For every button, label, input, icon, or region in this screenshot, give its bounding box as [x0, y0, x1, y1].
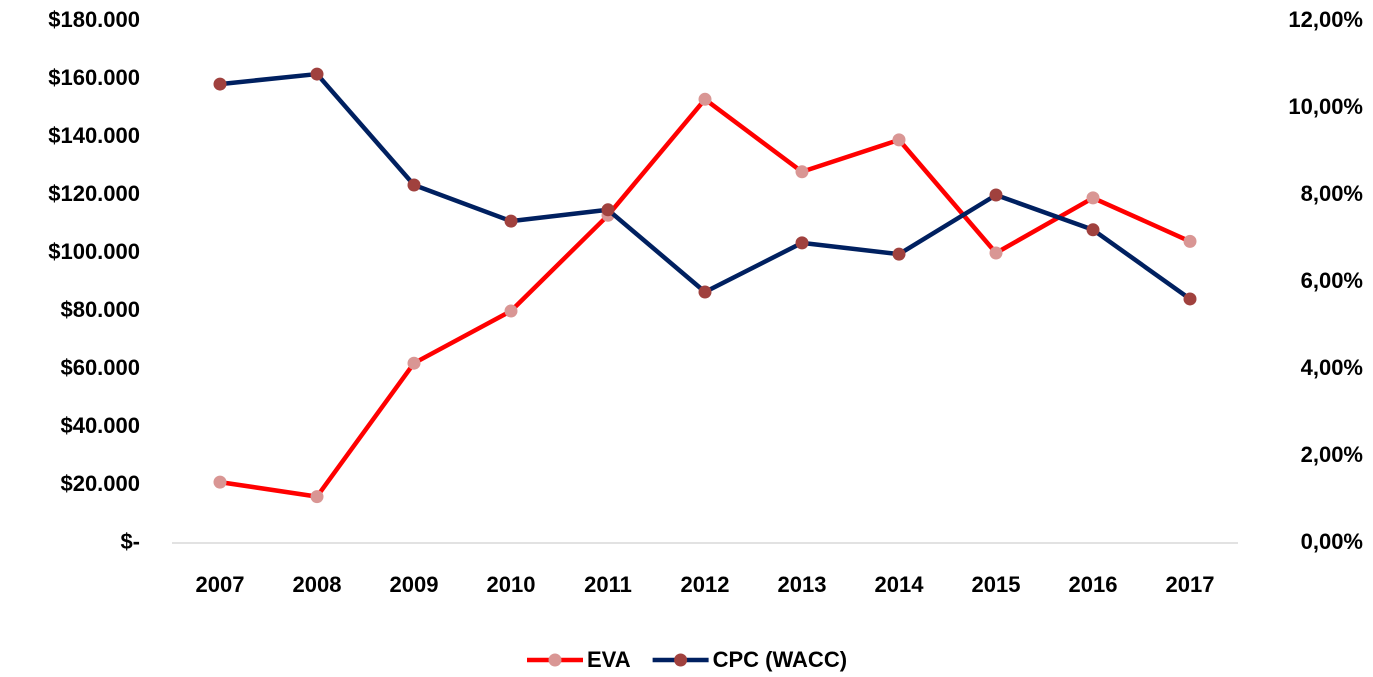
y2-tick-label: 8,00%	[1301, 181, 1363, 206]
y2-tick-label: 10,00%	[1288, 94, 1363, 119]
x-tick-label: 2008	[293, 572, 342, 597]
marker	[310, 67, 324, 81]
marker	[892, 247, 906, 261]
x-tick-label: 2011	[584, 572, 632, 597]
y-tick-label: $60.000	[60, 355, 140, 380]
x-tick-label: 2016	[1069, 572, 1118, 597]
legend-marker	[674, 653, 688, 667]
marker	[504, 304, 518, 318]
legend-marker	[548, 653, 562, 667]
legend-label: EVA	[587, 647, 631, 672]
y-tick-label: $160.000	[48, 65, 140, 90]
y2-tick-label: 12,00%	[1288, 7, 1363, 32]
series-line	[219, 71, 1192, 301]
marker	[213, 77, 227, 91]
y2-tick-label: 0,00%	[1301, 529, 1363, 554]
marker	[1086, 191, 1100, 205]
y-tick-label: $40.000	[60, 413, 140, 438]
y-tick-label: $-	[120, 529, 140, 554]
marker	[601, 203, 615, 217]
marker	[1183, 292, 1197, 306]
x-tick-label: 2015	[972, 572, 1021, 597]
x-tick-label: 2010	[487, 572, 536, 597]
x-tick-label: 2009	[390, 572, 439, 597]
marker	[310, 490, 324, 504]
x-tick-label: 2013	[778, 572, 827, 597]
y-tick-label: $80.000	[60, 297, 140, 322]
x-tick-label: 2007	[196, 572, 245, 597]
marker	[795, 165, 809, 179]
marker	[989, 246, 1003, 260]
x-tick-label: 2012	[681, 572, 730, 597]
y-tick-label: $180.000	[48, 7, 140, 32]
marker	[213, 475, 227, 489]
marker	[407, 356, 421, 370]
marker	[1086, 223, 1100, 237]
x-tick-label: 2017	[1166, 572, 1215, 597]
y-tick-label: $20.000	[60, 471, 140, 496]
legend-label: CPC (WACC)	[713, 647, 847, 672]
marker	[1183, 234, 1197, 248]
marker	[892, 133, 906, 147]
marker	[698, 92, 712, 106]
y-tick-label: $140.000	[48, 123, 140, 148]
marker	[407, 178, 421, 192]
marker	[698, 285, 712, 299]
y2-tick-label: 2,00%	[1301, 442, 1363, 467]
marker	[989, 188, 1003, 202]
x-tick-label: 2014	[875, 572, 925, 597]
marker	[504, 214, 518, 228]
y2-tick-label: 4,00%	[1301, 355, 1363, 380]
y2-tick-label: 6,00%	[1301, 268, 1363, 293]
y-tick-label: $120.000	[48, 181, 140, 206]
y-tick-label: $100.000	[48, 239, 140, 264]
marker	[795, 236, 809, 250]
